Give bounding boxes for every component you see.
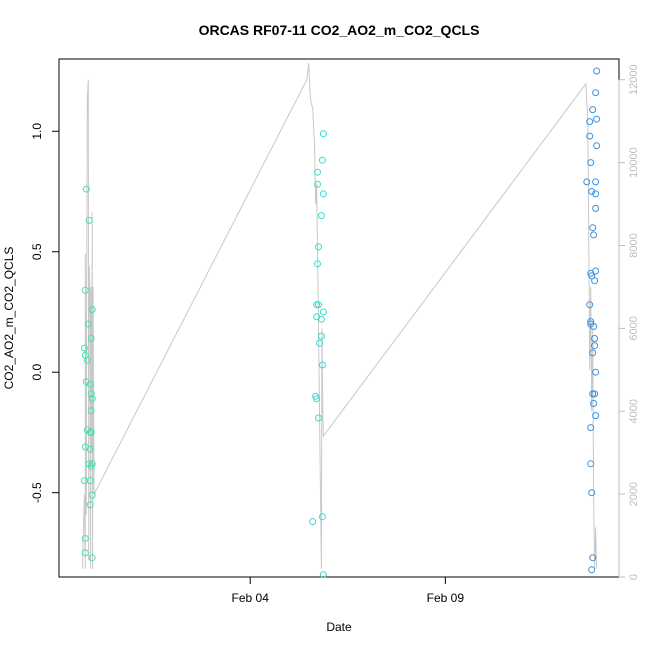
data-point [593, 67, 601, 75]
data-point [87, 390, 95, 398]
data-point [87, 407, 95, 415]
data-point [317, 332, 325, 340]
data-point [586, 301, 594, 309]
y-tick-label: -0.5 [30, 482, 44, 503]
data-point [319, 130, 327, 138]
data-point [589, 106, 597, 114]
data-point [87, 335, 95, 342]
data-point [591, 342, 599, 350]
data-point [317, 315, 325, 323]
data-point [593, 142, 601, 150]
data-point [592, 412, 600, 420]
data-point [314, 260, 321, 268]
data-point [315, 414, 322, 422]
data-point [88, 460, 96, 468]
data-point [588, 489, 596, 497]
data-point [592, 190, 600, 198]
data-point [588, 566, 596, 574]
y-axis-right: 0 2000 4000 6000 8000 10000 12000 [618, 64, 640, 580]
y-axis-label: CO2_AO2_m_CO2_QCLS [2, 247, 16, 390]
data-point [319, 571, 327, 579]
data-point [589, 390, 597, 398]
data-point [592, 368, 600, 376]
x-tick-label: Feb 09 [427, 591, 465, 605]
data-point [81, 286, 89, 294]
data-point [592, 178, 600, 186]
data-point [318, 156, 326, 164]
data-point [591, 390, 599, 398]
data-point [84, 320, 92, 328]
x-axis-label: Date [326, 620, 352, 634]
data-point [309, 518, 317, 526]
data-point [87, 428, 95, 436]
chart-title: ORCAS RF07-11 CO2_AO2_m_CO2_QCLS [199, 22, 480, 38]
data-point [85, 216, 93, 224]
data-point [88, 306, 96, 314]
data-point [592, 204, 600, 212]
y2-tick-label: 0 [628, 574, 640, 580]
data-point [319, 308, 327, 316]
data-point [587, 424, 595, 432]
data-point [86, 380, 94, 388]
y-tick-label: 0.0 [30, 364, 44, 381]
data-point [313, 301, 321, 309]
data-point [86, 501, 94, 509]
data-point [86, 477, 94, 485]
altitude-series [81, 63, 598, 569]
y2-tick-label: 8000 [628, 233, 640, 257]
data-point [80, 344, 88, 352]
data-point [88, 395, 96, 403]
plot-frame [58, 58, 620, 578]
data-point [590, 322, 598, 330]
data-point [317, 212, 325, 220]
data-point [586, 132, 594, 140]
y-tick-label: 1.0 [30, 123, 44, 140]
data-point [590, 400, 598, 407]
data-point [318, 361, 326, 369]
data-point [83, 356, 91, 364]
data-point [583, 178, 591, 186]
data-point [589, 224, 597, 232]
y2-tick-label: 6000 [628, 316, 640, 340]
data-point [591, 277, 599, 285]
data-point [316, 339, 323, 347]
data-point [318, 513, 326, 521]
data-point [81, 549, 89, 557]
data-point [586, 118, 594, 126]
x-axis: Feb 04 Feb 09 [232, 577, 465, 605]
data-point [81, 535, 89, 542]
data-point [82, 185, 90, 193]
y-axis-left: -0.5 0.0 0.5 1.0 [30, 123, 59, 503]
data-point [314, 180, 321, 188]
data-point [315, 301, 322, 309]
y2-tick-label: 2000 [628, 482, 640, 506]
data-point [86, 445, 94, 453]
data-point [314, 168, 321, 176]
y2-tick-label: 12000 [628, 64, 640, 95]
data-point [587, 159, 595, 167]
altitude-line [81, 63, 598, 569]
data-point [88, 554, 96, 562]
data-point [592, 89, 600, 97]
y-tick-label: 0.5 [30, 243, 44, 260]
data-point [589, 349, 597, 357]
data-point [587, 460, 595, 468]
data-point [589, 554, 597, 562]
y2-tick-label: 10000 [628, 147, 640, 178]
data-point [88, 491, 96, 499]
data-point [313, 395, 321, 403]
data-point [319, 190, 327, 198]
data-point [590, 231, 598, 239]
data-point [591, 335, 599, 342]
scatter-points [80, 67, 601, 579]
x-tick-label: Feb 04 [232, 591, 270, 605]
data-point [315, 243, 322, 251]
data-point [593, 115, 601, 123]
y2-tick-label: 4000 [628, 399, 640, 423]
